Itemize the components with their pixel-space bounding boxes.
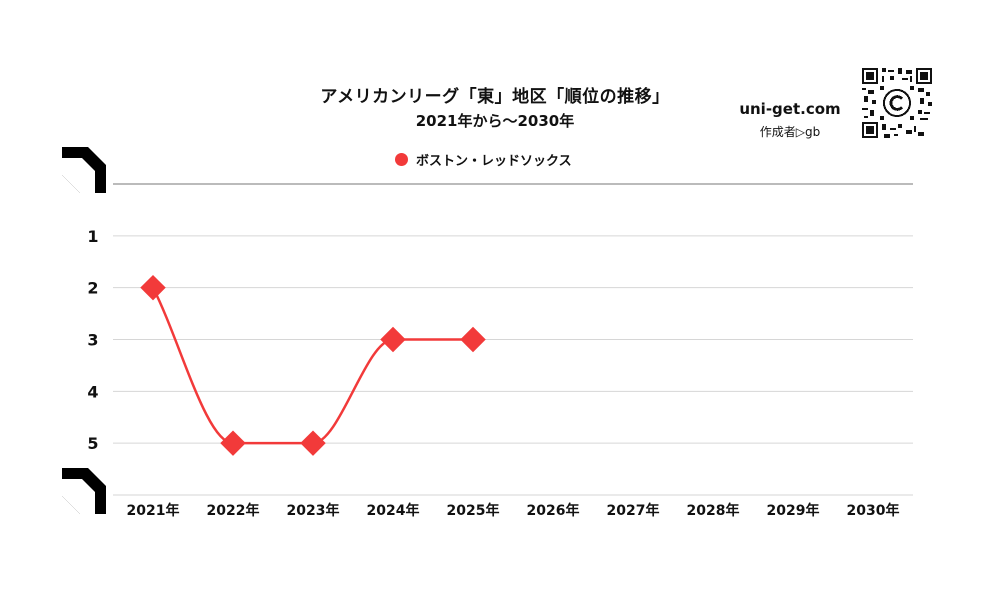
y-axis-ticks: 1 2 3 4 5 (87, 227, 98, 453)
legend-marker (395, 152, 408, 166)
chart-subtitle: 2021年から〜2030年 (415, 112, 575, 130)
x-tick-label: 2029年 (767, 502, 820, 519)
x-tick-label: 2027年 (607, 502, 660, 519)
x-tick-label: 2028年 (687, 502, 740, 519)
y-tick-label: 5 (87, 434, 98, 453)
corner-decoration-top-inner (62, 158, 95, 193)
data-point (140, 274, 166, 301)
x-tick-label: 2022年 (207, 502, 260, 519)
x-tick-label: 2024年 (367, 502, 420, 519)
series-boston (140, 274, 486, 456)
y-tick-label: 1 (87, 227, 98, 246)
data-point (220, 430, 246, 456)
chart-legend: ボストン・レッドソックス (395, 150, 572, 169)
x-axis-ticks: 2021年 2022年 2023年 2024年 2025年 2026年 2027年 2028年… (127, 502, 900, 519)
qr-code-icon (862, 68, 932, 138)
y-tick-label: 3 (87, 331, 98, 350)
y-tick-label: 4 (87, 382, 98, 401)
x-tick-label: 2030年 (847, 502, 900, 519)
data-point (300, 430, 326, 456)
y-tick-label: 2 (87, 279, 98, 298)
series-line (151, 287, 473, 445)
x-tick-label: 2021年 (127, 502, 180, 519)
x-tick-label: 2026年 (527, 502, 580, 519)
x-tick-label: 2023年 (287, 502, 340, 519)
legend-label: ボストン・レッドソックス (416, 153, 572, 169)
x-tick-label: 2025年 (447, 502, 500, 519)
author-credit: 作成者▷gb (759, 125, 821, 139)
site-name: uni-get.com (739, 100, 841, 118)
corner-decoration-bottom-inner (62, 479, 95, 514)
data-point (460, 326, 486, 353)
chart-title: アメリカンリーグ「東」地区「順位の推移」 (320, 87, 670, 107)
grid-lines (113, 183, 913, 496)
data-point (380, 326, 406, 353)
